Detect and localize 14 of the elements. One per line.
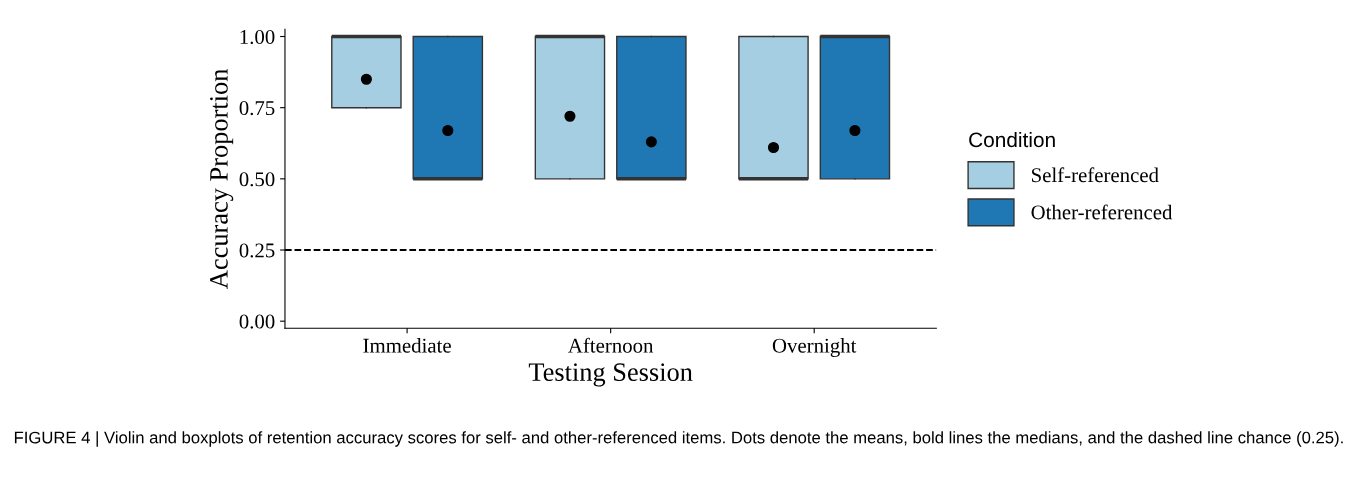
- y-tick-label: 1.00: [240, 29, 275, 45]
- x-axis-title: Testing Session: [528, 363, 693, 387]
- x-tick-label: Overnight: [772, 338, 857, 357]
- y-tick-label: 0.25: [239, 243, 275, 258]
- legend-label: Self-referenced: [1032, 167, 1159, 183]
- y-tick-label: 0.75: [239, 101, 275, 116]
- x-tick-label: Afternoon: [568, 337, 654, 353]
- y-tick-label: 0.50: [239, 172, 275, 187]
- y-tick-label: 0.00: [239, 314, 275, 329]
- legend-label: Other-referenced: [1031, 204, 1173, 220]
- y-axis-title: Accuracy Proportion: [210, 68, 234, 289]
- x-tick-label: Immediate: [363, 338, 451, 353]
- caption: FIGURE 4 | Violin and boxplots of retention accuracy scores for self- and other-referenced items. Dots denote the means, bold lines the medians, and the dashed line chance (0.25).: [14, 431, 1343, 447]
- legend-title: Condition: [969, 131, 1055, 148]
